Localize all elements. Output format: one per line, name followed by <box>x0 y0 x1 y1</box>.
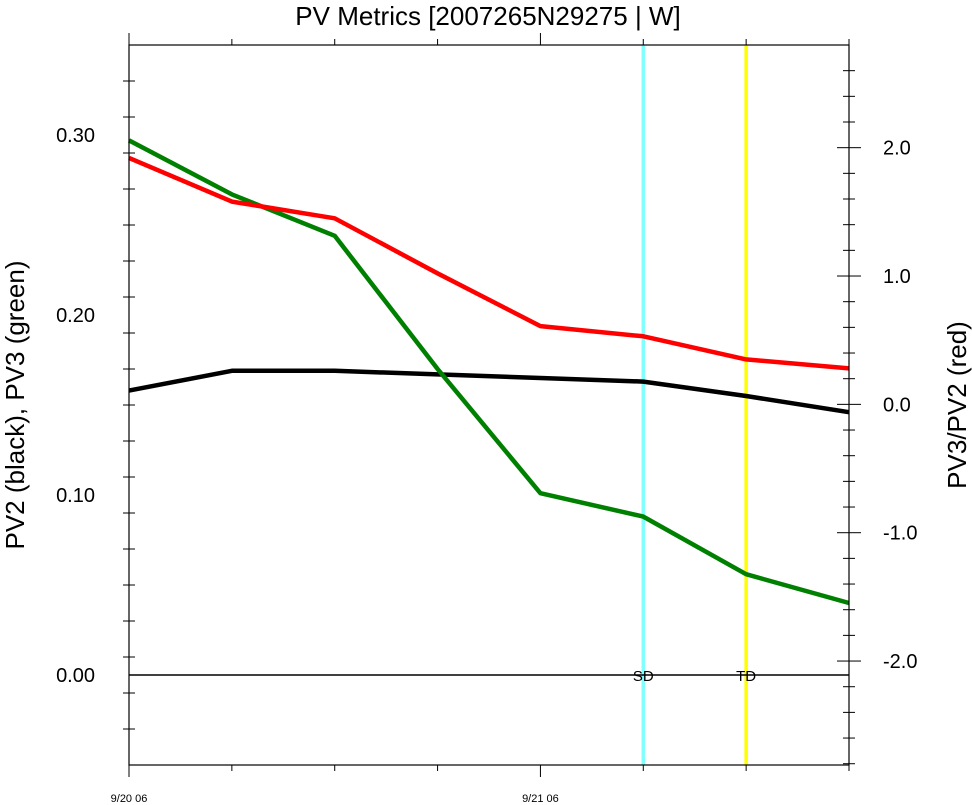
x-axis: 9/20 06 9/21 06 <box>111 33 850 805</box>
left-tick-label: 0.00 <box>56 665 95 687</box>
right-tick-label: 1.0 <box>883 266 911 288</box>
left-tick-label: 0.20 <box>56 305 95 327</box>
data-series <box>127 138 850 606</box>
right-tick-label: -2.0 <box>883 651 917 673</box>
left-tick-label: 0.10 <box>56 485 95 507</box>
marker-label-sd: SD <box>633 668 654 685</box>
left-tick-label: 0.30 <box>56 125 95 147</box>
right-tick-label: -1.0 <box>883 523 917 545</box>
right-y-axis: -2.0 -1.0 0.0 1.0 2.0 <box>837 70 917 765</box>
chart-title: PV Metrics [2007265N29275 | W] <box>295 1 680 31</box>
series-line-pv2 <box>128 368 850 415</box>
vertical-markers: SD TD <box>633 45 756 765</box>
left-y-axis: 0.00 0.10 0.20 0.30 <box>56 80 135 730</box>
series-line-pv3-pv2 <box>128 155 850 371</box>
right-tick-label: 2.0 <box>883 138 911 160</box>
left-axis-title: PV2 (black), PV3 (green) <box>0 260 30 549</box>
x-tick-label: 9/20 06 <box>111 793 148 805</box>
right-axis-title: PV3/PV2 (red) <box>942 321 972 489</box>
x-tick-label: 9/21 06 <box>522 793 559 805</box>
series-line-pv3 <box>127 138 850 606</box>
marker-label-td: TD <box>736 668 756 685</box>
right-tick-label: 0.0 <box>883 394 911 416</box>
plot-frame <box>128 44 850 766</box>
